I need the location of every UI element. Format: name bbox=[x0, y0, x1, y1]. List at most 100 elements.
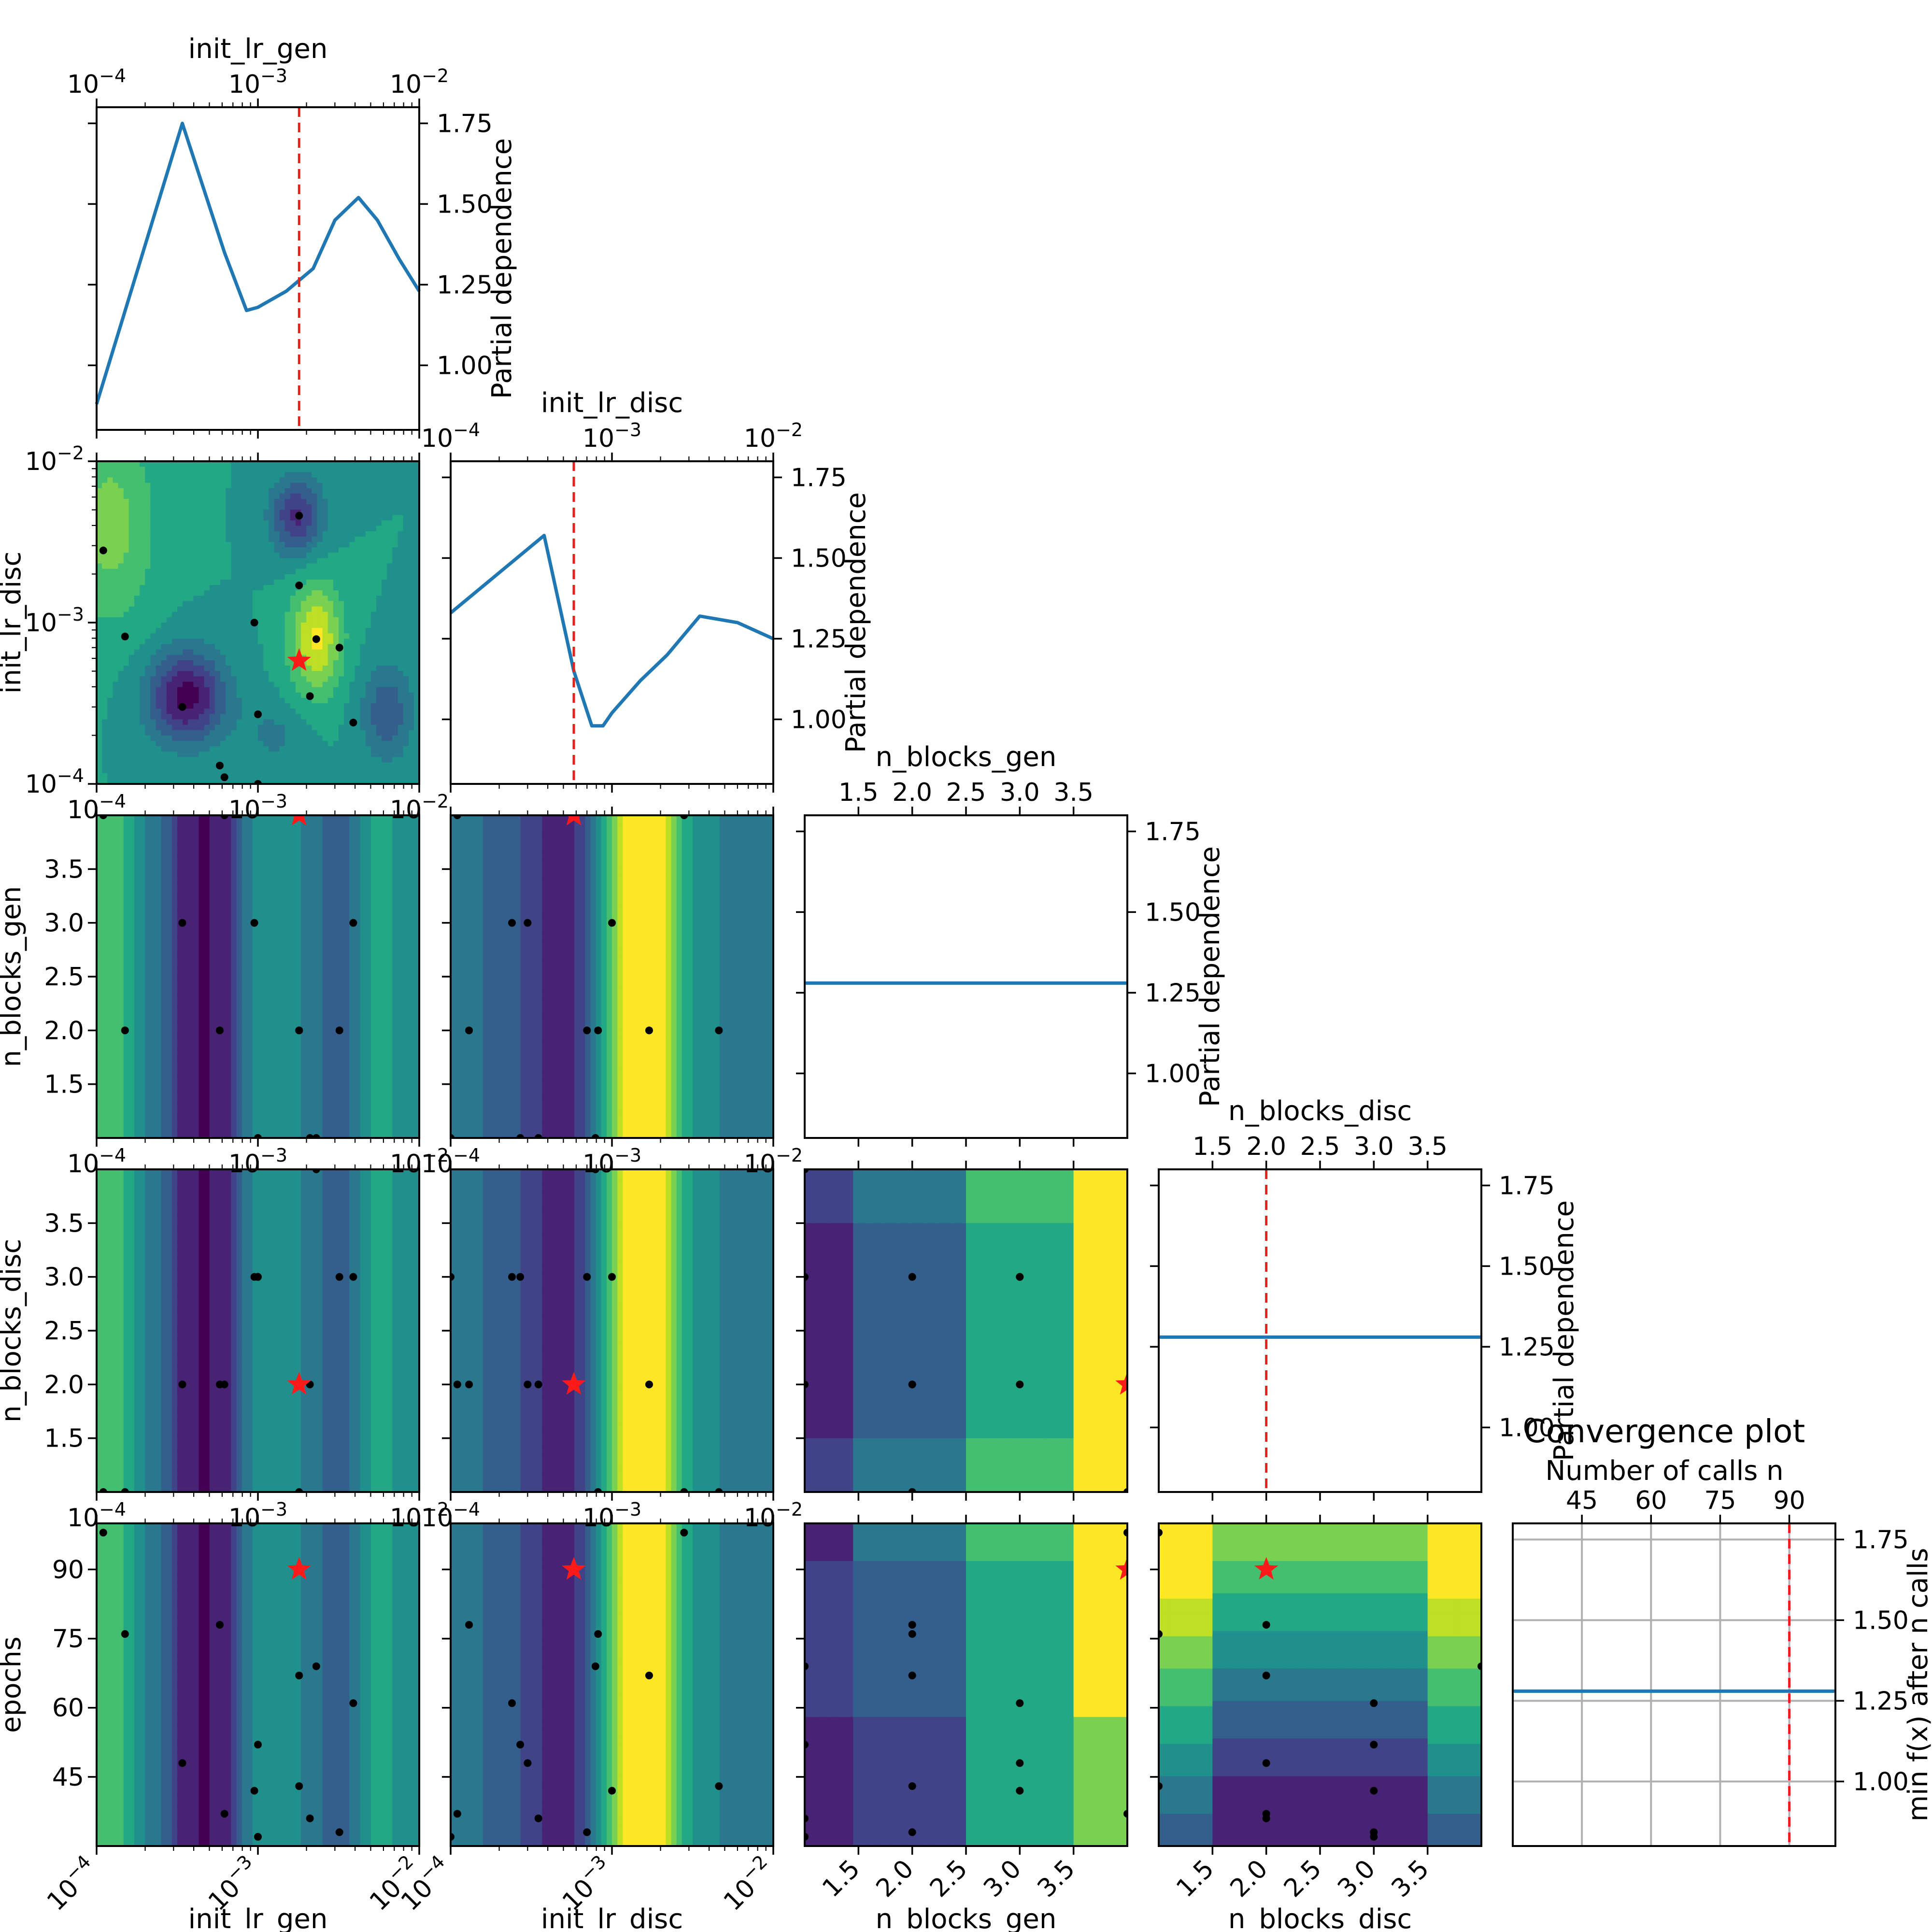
panel-n_blocks_disc-vs-n_blocks_gen bbox=[804, 1168, 1128, 1493]
sample-point bbox=[908, 1273, 916, 1281]
panel-n_blocks_disc-vs-init_lr_disc-x-ticks bbox=[450, 1492, 774, 1501]
panel-epochs-vs-n_blocks_gen bbox=[804, 1522, 1128, 1847]
sample-point bbox=[908, 1630, 916, 1638]
convergence-ylabel: min f(x) after n calls bbox=[1903, 1548, 1932, 1822]
x-tick-label: 60 bbox=[1635, 1486, 1667, 1515]
pd-y-tick-label: 1.00 bbox=[791, 705, 847, 734]
panel-n_blocks_gen-vs-init_lr_disc-y-ticks bbox=[442, 868, 451, 1085]
panel-epochs-vs-n_blocks_gen-x-ticks bbox=[857, 1846, 1075, 1855]
x-tick-label: 10−2 bbox=[390, 1499, 449, 1533]
panel-epochs-vs-n_blocks_disc-x-ticks bbox=[1211, 1846, 1429, 1855]
column-axis-label: init_lr_gen bbox=[188, 1904, 328, 1932]
panel-epochs-vs-init_lr_disc-x-ticks bbox=[450, 1846, 774, 1855]
pd-y-tick-label: 1.50 bbox=[791, 544, 847, 573]
sample-point bbox=[178, 703, 186, 711]
best-point-star bbox=[562, 1372, 586, 1395]
x-tick-label: 2.0 bbox=[871, 1854, 920, 1903]
sample-point bbox=[178, 1380, 186, 1389]
best-point-star bbox=[287, 648, 311, 671]
pd-y-ticks bbox=[88, 122, 428, 367]
sample-point bbox=[1370, 1741, 1378, 1749]
sample-point bbox=[250, 1787, 258, 1795]
sample-point bbox=[583, 1273, 591, 1281]
dimension-title: n_blocks_disc bbox=[1228, 1095, 1412, 1127]
row-axis-label: init_lr_disc bbox=[0, 552, 27, 694]
best-point-star bbox=[566, 815, 582, 825]
sample-point bbox=[508, 919, 516, 927]
panel-n_blocks_disc-vs-init_lr_gen-top-x-ticks bbox=[96, 1161, 420, 1169]
sample-point bbox=[1262, 1814, 1270, 1822]
sample-point bbox=[453, 1810, 461, 1818]
sample-point bbox=[591, 1662, 599, 1670]
y-tick-label: 10−4 bbox=[25, 765, 84, 799]
panel-n_blocks_disc-vs-init_lr_gen-y-ticks bbox=[88, 1222, 97, 1439]
sample-point bbox=[220, 1380, 228, 1389]
pd-y-tick-label: 1.75 bbox=[1499, 1171, 1555, 1200]
x-tick-label: 2.5 bbox=[946, 778, 986, 807]
sample-point bbox=[254, 710, 262, 718]
pd-axis-label: Partial dependence bbox=[840, 492, 872, 753]
sample-point bbox=[594, 1026, 602, 1035]
column-axis-label: n_blocks_gen bbox=[876, 1904, 1057, 1932]
sample-point bbox=[608, 919, 616, 927]
panel-n_blocks_disc-vs-init_lr_gen bbox=[96, 1168, 420, 1493]
pd-axis-label: Partial dependence bbox=[486, 138, 518, 399]
y-tick-label: 1.5 bbox=[44, 1424, 84, 1453]
sample-point bbox=[715, 1026, 723, 1035]
sample-point bbox=[121, 1026, 129, 1035]
sample-point bbox=[254, 1273, 262, 1281]
panel-n_blocks_disc-vs-init_lr_disc bbox=[450, 1168, 774, 1493]
x-tick-label: 3.0 bbox=[1000, 778, 1040, 807]
panel-epochs-vs-init_lr_disc-top-x-ticks bbox=[450, 1515, 774, 1523]
panel-pd-n_blocks_disc-x-ticks bbox=[1211, 1161, 1429, 1169]
best-point-star bbox=[562, 1557, 586, 1580]
sample-point bbox=[254, 1741, 262, 1749]
y-tick-label: 2.5 bbox=[44, 963, 84, 992]
x-tick-label: 10−2 bbox=[390, 65, 449, 99]
sample-point bbox=[178, 1759, 186, 1767]
sample-point bbox=[121, 1630, 129, 1638]
panel-frame bbox=[804, 814, 1128, 1139]
sample-point bbox=[508, 1273, 516, 1281]
best-point-star bbox=[287, 1557, 311, 1580]
sample-point bbox=[908, 1828, 916, 1836]
x-tick-label: 2.5 bbox=[1300, 1132, 1340, 1161]
panel-frame bbox=[450, 460, 774, 785]
panel-init_lr_disc-vs-init_lr_gen-y-ticks bbox=[88, 460, 97, 785]
panel-epochs-vs-n_blocks_disc-y-ticks bbox=[1150, 1568, 1159, 1778]
sample-point bbox=[295, 1026, 303, 1035]
sample-point bbox=[295, 1671, 303, 1679]
sample-points bbox=[99, 511, 357, 784]
panel-n_blocks_disc-vs-n_blocks_gen-x-ticks bbox=[857, 1492, 1075, 1501]
sample-point bbox=[645, 1026, 653, 1035]
y-tick-label: 3.5 bbox=[44, 855, 84, 884]
pd-y-tick-label: 1.75 bbox=[1145, 817, 1201, 846]
pd-y-tick-label: 1.00 bbox=[1499, 1413, 1555, 1442]
convergence-title: Convergence plot bbox=[1524, 1413, 1805, 1450]
panel-epochs-vs-n_blocks_gen-y-ticks bbox=[796, 1568, 805, 1778]
x-tick-label: 90 bbox=[1773, 1486, 1805, 1515]
contour-surface bbox=[97, 815, 419, 1138]
sample-point bbox=[215, 761, 224, 769]
y-tick-label: 3.5 bbox=[44, 1209, 84, 1238]
sample-point bbox=[908, 1380, 916, 1389]
x-tick-label: 3.5 bbox=[1053, 778, 1094, 807]
pd-y-tick-label: 1.25 bbox=[1499, 1333, 1555, 1362]
panels-layer bbox=[88, 99, 1844, 1855]
panel-epochs-vs-n_blocks_gen-top-x-ticks bbox=[857, 1515, 1075, 1523]
panel-init_lr_disc-vs-init_lr_gen-top-x-ticks bbox=[96, 453, 420, 461]
panel-pd-init_lr_gen-x-ticks bbox=[96, 99, 420, 107]
panel-n_blocks_gen-vs-init_lr_disc-top-x-ticks bbox=[450, 807, 774, 815]
sample-point bbox=[1370, 1828, 1378, 1836]
panel-epochs-vs-init_lr_gen-x-ticks bbox=[96, 1846, 420, 1855]
panel-n_blocks_gen-vs-init_lr_gen-x-ticks bbox=[96, 1138, 420, 1147]
y-tick-label: 10−2 bbox=[25, 442, 84, 476]
panel-epochs-vs-init_lr_gen-top-x-ticks bbox=[96, 1515, 420, 1523]
sample-point bbox=[583, 1828, 591, 1836]
y-tick-label: 1.25 bbox=[1853, 1687, 1909, 1716]
pd-axis-label: Partial dependence bbox=[1194, 846, 1226, 1107]
contour-surface bbox=[805, 1523, 1127, 1846]
x-tick-label: 10−2 bbox=[744, 1499, 803, 1533]
sample-point bbox=[349, 719, 357, 727]
sample-point bbox=[121, 632, 129, 640]
